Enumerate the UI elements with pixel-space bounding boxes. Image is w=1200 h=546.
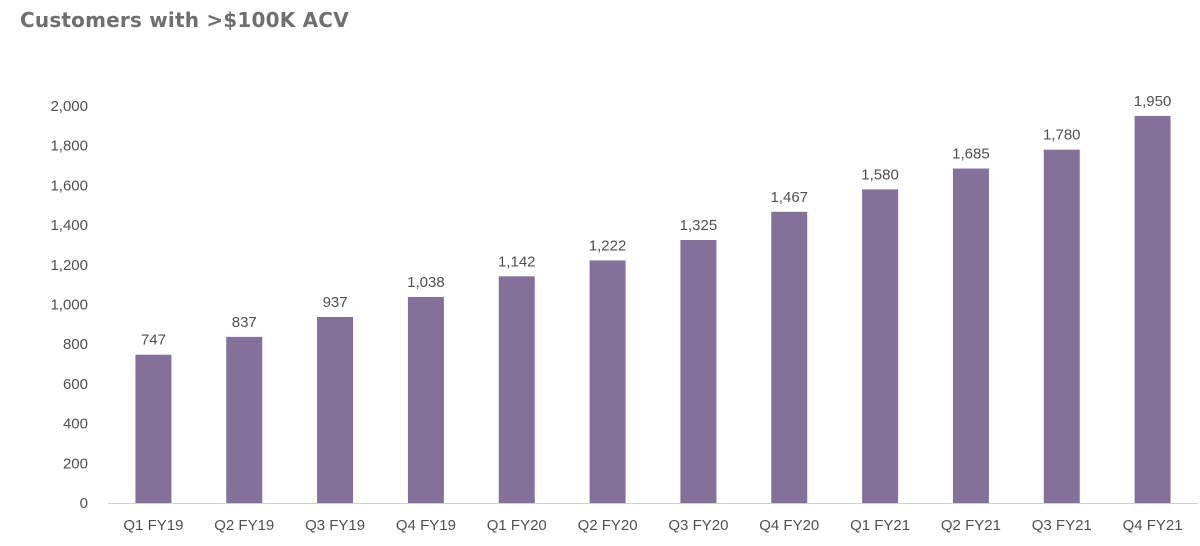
data-label: 937 [323, 294, 348, 311]
x-tick-label: Q4 FY19 [396, 517, 456, 534]
bar [862, 189, 899, 503]
data-label: 1,950 [1134, 93, 1172, 110]
y-tick-label: 200 [63, 455, 88, 472]
y-tick-label: 1,600 [50, 177, 88, 194]
bar [135, 354, 172, 503]
data-label: 1,780 [1043, 127, 1081, 144]
data-label: 747 [141, 332, 166, 349]
data-label: 1,222 [589, 237, 627, 254]
x-tick-label: Q3 FY19 [305, 517, 365, 534]
bar [1134, 115, 1171, 504]
bar [771, 211, 808, 503]
x-tick-label: Q3 FY21 [1032, 517, 1092, 534]
y-axis-ticks: 0 200 400 600 800 1,000 1,200 1,400 1,600 1,800 2,… [50, 98, 88, 512]
y-tick-label: 1,000 [50, 297, 88, 314]
y-tick-label: 800 [63, 336, 88, 353]
x-tick-label: Q4 FY21 [1123, 517, 1183, 534]
x-tick-label: Q2 FY19 [214, 517, 274, 534]
bar [952, 168, 989, 503]
x-tick-label: Q2 FY21 [941, 517, 1001, 534]
x-axis-ticks: Q1 FY19 Q2 FY19 Q3 FY19 Q4 FY19 Q1 FY20 Q2 FY… [123, 517, 1182, 534]
bar [1043, 149, 1080, 504]
data-label: 1,685 [952, 146, 990, 163]
chart-title: Customers with >$100K ACV [20, 8, 349, 32]
x-tick-label: Q1 FY20 [487, 517, 547, 534]
data-label: 1,142 [498, 253, 536, 270]
y-tick-label: 400 [63, 416, 88, 433]
x-tick-label: Q2 FY20 [578, 517, 638, 534]
data-label: 1,580 [861, 166, 899, 183]
y-tick-label: 1,400 [50, 217, 88, 234]
x-tick-label: Q1 FY21 [850, 517, 910, 534]
y-tick-label: 1,200 [50, 257, 88, 274]
y-tick-label: 2,000 [50, 98, 88, 115]
x-tick-label: Q3 FY20 [668, 517, 728, 534]
y-tick-label: 0 [80, 495, 88, 512]
bar [589, 260, 626, 503]
data-labels-group: 747 837 937 1,038 1,142 1,222 1,325 1,467 1,580 1… [141, 93, 1171, 349]
data-label: 837 [232, 314, 257, 331]
bar [680, 239, 717, 504]
bar [407, 296, 444, 503]
y-tick-label: 1,800 [50, 138, 88, 155]
bars-group [135, 115, 1171, 504]
bar [317, 317, 354, 503]
bar [226, 336, 263, 503]
data-label: 1,325 [680, 217, 718, 234]
y-tick-label: 600 [63, 376, 88, 393]
data-label: 1,038 [407, 274, 445, 291]
data-label: 1,467 [770, 189, 808, 206]
bar [498, 276, 535, 503]
x-tick-label: Q1 FY19 [123, 517, 183, 534]
x-tick-label: Q4 FY20 [759, 517, 819, 534]
